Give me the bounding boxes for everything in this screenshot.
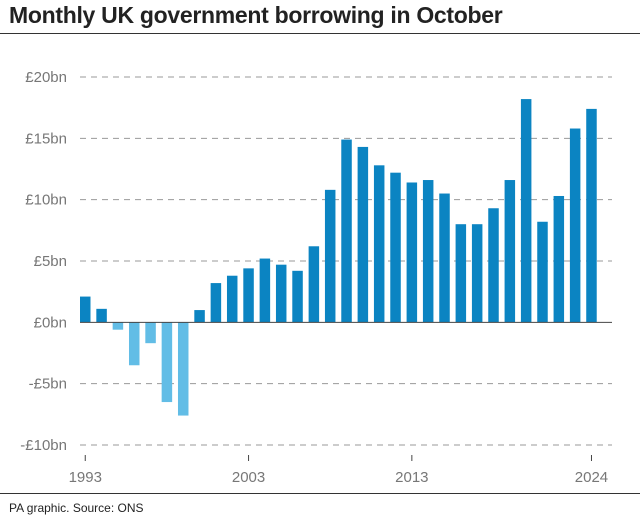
x-tick-label: 2003 [232,469,265,486]
bar [177,322,189,416]
y-tick-label: £0bn [34,314,67,331]
bar [324,189,336,323]
y-tick-label: -£10bn [20,437,67,454]
bar [80,296,91,323]
x-tick-label: 1993 [69,469,102,486]
x-tick-label: 2013 [395,469,428,486]
bar [308,246,320,323]
bars [80,99,597,416]
bar [406,182,418,323]
y-axis-tick-labels: £20bn £15bn £10bn £5bn £0bn -£5bn -£10bn [20,69,67,454]
bar [194,310,205,323]
bar [488,208,499,323]
bar [422,180,434,323]
bar [275,264,287,323]
bar [161,322,173,403]
bar [504,180,516,323]
bar [145,322,156,344]
y-tick-label: £5bn [34,253,67,270]
bar [390,172,401,323]
bar [439,193,450,323]
footer-rule [0,493,640,494]
bar [520,99,532,323]
title-rule [0,33,640,34]
bar [259,258,271,323]
bar [112,322,124,330]
bar [292,270,303,323]
bar [243,268,254,323]
y-tick-label: £15bn [25,130,67,147]
bar [586,108,597,323]
bar [226,275,238,323]
bar [569,128,581,323]
bar [471,224,483,323]
y-tick-label: -£5bn [29,376,67,393]
y-tick-label: £20bn [25,69,67,86]
bar [537,221,548,323]
bar [96,308,107,323]
bar [373,165,385,323]
y-tick-label: £10bn [25,192,67,209]
x-axis-tick-labels: 1993 2003 2013 2024 [69,455,608,486]
bar [210,283,222,323]
bar [341,139,352,323]
bar [128,322,140,366]
x-tick-label: 2024 [575,469,608,486]
bar [553,195,565,323]
bar [357,146,369,323]
bar [455,224,467,323]
chart-title: Monthly UK government borrowing in Octob… [9,2,503,28]
source-note: PA graphic. Source: ONS [9,501,144,515]
